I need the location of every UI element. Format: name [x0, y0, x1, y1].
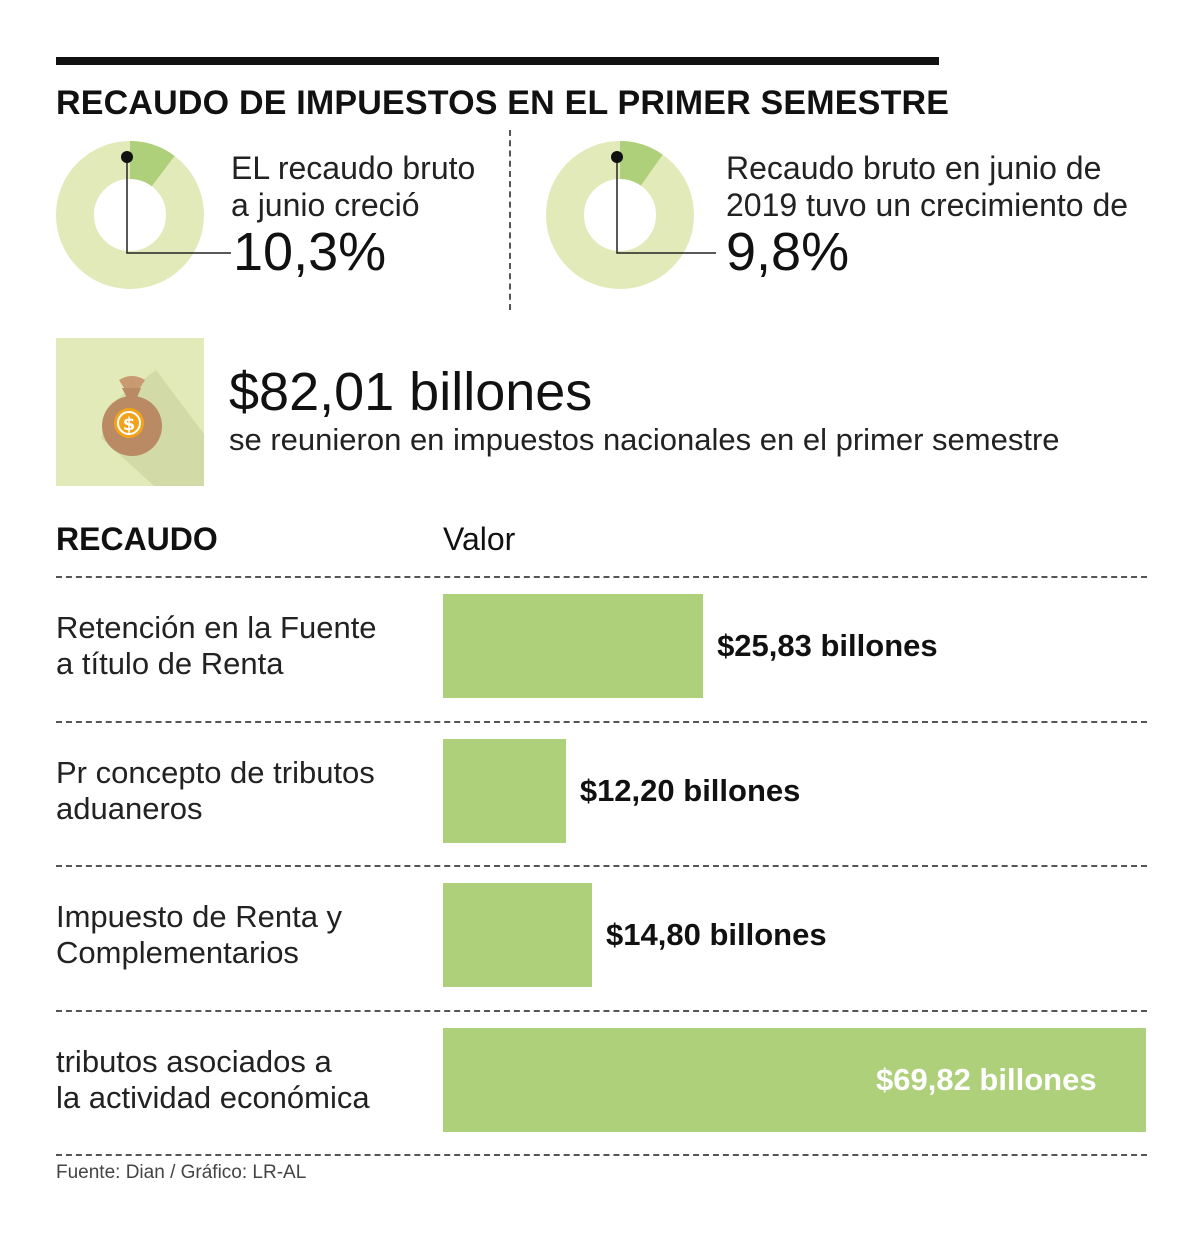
- donut-marker: [121, 151, 133, 163]
- svg-text:$: $: [123, 414, 136, 435]
- column-header-valor: Valor: [443, 521, 516, 557]
- donut-slice: [619, 141, 663, 187]
- source-note: Fuente: Dian / Gráfico: LR-AL: [56, 1162, 307, 1183]
- category-label: Retención en la Fuente a título de Renta: [56, 610, 377, 681]
- money-bag-icon: $: [56, 338, 204, 486]
- leader-line: [126, 157, 231, 254]
- bar-value-label: $12,20 billones: [579, 772, 801, 808]
- bar-value-label: $14,80 billones: [606, 917, 827, 952]
- growth-donut-2: [546, 141, 716, 289]
- stat-2-value: 9,8%: [726, 222, 850, 282]
- stat-1-text-line-1: EL recaudo bruto: [231, 150, 476, 186]
- leader-line: [616, 157, 716, 254]
- total-amount: $82,01 billones: [229, 362, 593, 422]
- category-label: tributos asociados a la actividad económ…: [56, 1043, 370, 1115]
- row-divider: [56, 1154, 1147, 1156]
- stat-2-text-line-1: Recaudo bruto en junio de: [726, 150, 1102, 186]
- bar: [443, 883, 592, 987]
- stat-2-text-line-2: 2019 tuvo un crecimiento de: [726, 187, 1129, 223]
- column-header-recaudo: RECAUDO: [56, 521, 218, 557]
- bar: [443, 1027, 1146, 1132]
- row-divider: [56, 576, 1147, 578]
- stat-1-text-line-2: a junio creció: [231, 187, 420, 223]
- category-label: Pr concepto de tributos aduaneros: [56, 754, 375, 826]
- top-rule: [56, 57, 939, 65]
- bar: [443, 594, 704, 698]
- row-divider: [56, 865, 1147, 867]
- bar: [443, 738, 566, 843]
- category-label: Impuesto de Renta y Complementarios: [56, 899, 343, 970]
- chart-title: RECAUDO DE IMPUESTOS EN EL PRIMER SEMEST…: [56, 84, 950, 122]
- bar-value-label: $25,83 billones: [717, 628, 938, 663]
- row-divider: [56, 1009, 1147, 1012]
- donut-slice: [129, 141, 175, 187]
- bar-value-label: $69,82 billones: [876, 1061, 1097, 1097]
- total-caption: se reunieron en impuestos nacionales en …: [229, 422, 1060, 457]
- row-divider: [56, 720, 1147, 723]
- growth-donut-1: [56, 141, 231, 289]
- stat-divider: [509, 130, 511, 310]
- donut-marker: [611, 151, 623, 163]
- stat-1-value: 10,3%: [233, 222, 387, 282]
